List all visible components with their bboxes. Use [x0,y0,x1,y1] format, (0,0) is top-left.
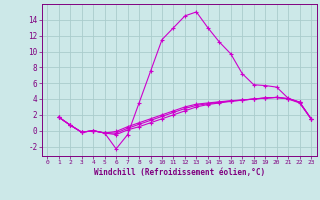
X-axis label: Windchill (Refroidissement éolien,°C): Windchill (Refroidissement éolien,°C) [94,168,265,177]
